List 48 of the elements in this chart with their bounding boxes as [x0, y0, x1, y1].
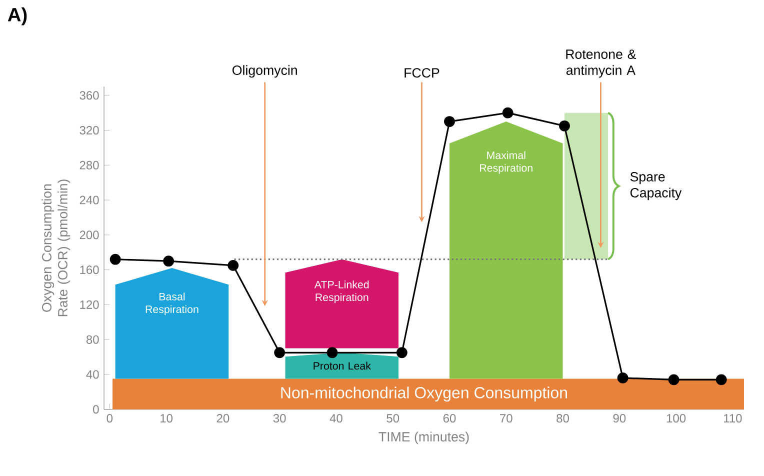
- point: [163, 256, 174, 267]
- ref-line-label: FCCP: [404, 68, 440, 78]
- series-label: Spare Capacity: [630, 172, 682, 200]
- bar: [449, 122, 563, 379]
- y-tick-label: 0: [93, 405, 99, 414]
- x-tick-label: 100: [666, 414, 686, 423]
- point: [502, 107, 514, 118]
- point: [326, 347, 338, 358]
- x-tick-label: 40: [330, 414, 342, 423]
- point: [110, 254, 121, 265]
- point: [396, 347, 408, 358]
- annotation: Basal Respiration: [146, 292, 198, 316]
- chart-title: A): [8, 7, 27, 26]
- point: [668, 374, 680, 386]
- x-tick-label: 30: [273, 414, 286, 423]
- y-tick-label: 280: [80, 160, 99, 170]
- y-tick-label: 160: [80, 266, 99, 274]
- point: [558, 120, 570, 132]
- y-tick-label: 200: [80, 230, 99, 240]
- point: [228, 260, 239, 271]
- x-axis-title: TIME (minutes): [378, 432, 469, 444]
- x-tick-label: 20: [216, 414, 230, 423]
- x-tick-label: 90: [613, 414, 626, 423]
- band-label: Non-mitochondrial Oxygen Consumption: [281, 386, 567, 402]
- annotation: ATP-Linked Respiration: [314, 280, 369, 304]
- point: [617, 372, 628, 384]
- point: [274, 347, 286, 358]
- point: [716, 374, 727, 386]
- y-tick-label: 40: [86, 370, 99, 379]
- y-tick-label: 240: [80, 196, 99, 204]
- ref-line-label: Rotenone & antimycin A: [566, 50, 636, 78]
- x-tick-label: 80: [556, 414, 569, 423]
- x-tick-label: 110: [724, 414, 742, 423]
- x-tick-label: 70: [500, 414, 512, 423]
- x-tick-label: 60: [443, 414, 456, 423]
- ref-line-label: Oligomycin: [232, 65, 297, 78]
- x-tick-label: 10: [160, 414, 173, 423]
- y-tick-label: 120: [80, 300, 99, 309]
- x-tick-label: 0: [106, 414, 113, 423]
- y-tick-label: 360: [80, 91, 99, 100]
- bar: [564, 112, 608, 260]
- point: [444, 116, 455, 128]
- y-tick-label: 320: [80, 126, 99, 135]
- annotation: Proton Leak: [314, 362, 371, 370]
- x-tick-label: 50: [386, 414, 400, 423]
- y-tick-label: 80: [86, 335, 99, 344]
- annotation: Maximal Respiration: [480, 151, 532, 174]
- y-axis-title: Oxygen Consumption Rate (OCR) (pmol/min): [42, 180, 70, 316]
